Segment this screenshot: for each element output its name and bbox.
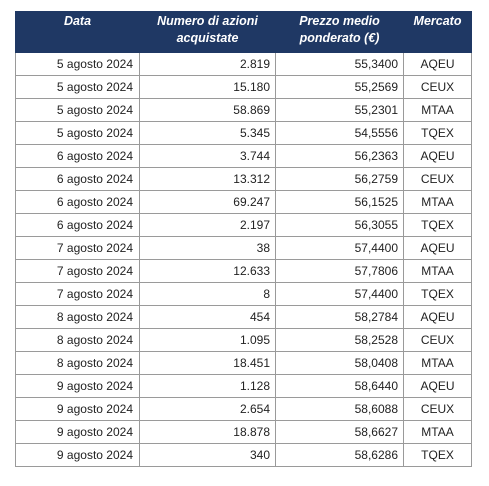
cell-price: 58,2528 <box>275 328 404 352</box>
cell-price: 58,2784 <box>275 305 404 329</box>
cell-date: 7 agosto 2024 <box>15 236 140 260</box>
cell-price: 54,5556 <box>275 121 404 145</box>
header-shares: Numero di azioni acquistate <box>139 11 276 53</box>
cell-shares: 18.878 <box>139 420 276 444</box>
cell-market: AQEU <box>403 305 472 329</box>
cell-market: MTAA <box>403 420 472 444</box>
table-row: 7 agosto 2024 8 57,4400 TQEX <box>15 282 472 306</box>
cell-price: 58,6627 <box>275 420 404 444</box>
header-date: Data <box>15 11 140 53</box>
cell-shares: 1.095 <box>139 328 276 352</box>
cell-market: MTAA <box>403 190 472 214</box>
cell-market: AQEU <box>403 52 472 76</box>
cell-date: 9 agosto 2024 <box>15 397 140 421</box>
table-row: 5 agosto 2024 58.869 55,2301 MTAA <box>15 98 472 122</box>
cell-date: 8 agosto 2024 <box>15 328 140 352</box>
cell-shares: 1.128 <box>139 374 276 398</box>
table-body: 5 agosto 2024 2.819 55,3400 AQEU 5 agosto 20… <box>15 52 472 467</box>
cell-market: CEUX <box>403 167 472 191</box>
cell-price: 56,1525 <box>275 190 404 214</box>
header-row: Data Numero di azioni acquistate Prezzo … <box>15 11 472 53</box>
table-row: 5 agosto 2024 5.345 54,5556 TQEX <box>15 121 472 145</box>
cell-price: 56,2363 <box>275 144 404 168</box>
cell-date: 5 agosto 2024 <box>15 52 140 76</box>
share-purchases-table: Data Numero di azioni acquistate Prezzo … <box>15 11 472 467</box>
table-row: 7 agosto 2024 12.633 57,7806 MTAA <box>15 259 472 283</box>
table-row: 8 agosto 2024 18.451 58,0408 MTAA <box>15 351 472 375</box>
cell-shares: 2.197 <box>139 213 276 237</box>
cell-shares: 15.180 <box>139 75 276 99</box>
cell-date: 7 agosto 2024 <box>15 282 140 306</box>
table-row: 6 agosto 2024 13.312 56,2759 CEUX <box>15 167 472 191</box>
cell-shares: 3.744 <box>139 144 276 168</box>
cell-date: 6 agosto 2024 <box>15 213 140 237</box>
header-market: Mercato <box>403 11 472 53</box>
cell-price: 56,2759 <box>275 167 404 191</box>
cell-date: 5 agosto 2024 <box>15 121 140 145</box>
cell-shares: 18.451 <box>139 351 276 375</box>
table-row: 9 agosto 2024 2.654 58,6088 CEUX <box>15 397 472 421</box>
cell-shares: 2.654 <box>139 397 276 421</box>
cell-date: 5 agosto 2024 <box>15 98 140 122</box>
cell-shares: 340 <box>139 443 276 467</box>
cell-market: AQEU <box>403 374 472 398</box>
cell-price: 55,3400 <box>275 52 404 76</box>
cell-market: AQEU <box>403 144 472 168</box>
cell-price: 58,6286 <box>275 443 404 467</box>
cell-price: 56,3055 <box>275 213 404 237</box>
cell-market: CEUX <box>403 328 472 352</box>
table-row: 9 agosto 2024 18.878 58,6627 MTAA <box>15 420 472 444</box>
cell-price: 57,4400 <box>275 236 404 260</box>
cell-market: TQEX <box>403 121 472 145</box>
buyback-table-container: Data Numero di azioni acquistate Prezzo … <box>15 11 472 467</box>
table-row: 6 agosto 2024 69.247 56,1525 MTAA <box>15 190 472 214</box>
cell-date: 9 agosto 2024 <box>15 374 140 398</box>
cell-price: 58,0408 <box>275 351 404 375</box>
cell-market: MTAA <box>403 259 472 283</box>
cell-market: MTAA <box>403 351 472 375</box>
cell-market: TQEX <box>403 443 472 467</box>
cell-date: 6 agosto 2024 <box>15 167 140 191</box>
cell-shares: 5.345 <box>139 121 276 145</box>
cell-date: 8 agosto 2024 <box>15 305 140 329</box>
table-row: 9 agosto 2024 1.128 58,6440 AQEU <box>15 374 472 398</box>
cell-price: 55,2569 <box>275 75 404 99</box>
table-row: 8 agosto 2024 1.095 58,2528 CEUX <box>15 328 472 352</box>
cell-shares: 454 <box>139 305 276 329</box>
cell-market: AQEU <box>403 236 472 260</box>
cell-shares: 38 <box>139 236 276 260</box>
table-row: 9 agosto 2024 340 58,6286 TQEX <box>15 443 472 467</box>
cell-price: 57,4400 <box>275 282 404 306</box>
table-row: 7 agosto 2024 38 57,4400 AQEU <box>15 236 472 260</box>
cell-shares: 8 <box>139 282 276 306</box>
cell-shares: 2.819 <box>139 52 276 76</box>
cell-shares: 12.633 <box>139 259 276 283</box>
table-row: 5 agosto 2024 2.819 55,3400 AQEU <box>15 52 472 76</box>
cell-price: 55,2301 <box>275 98 404 122</box>
cell-market: TQEX <box>403 213 472 237</box>
cell-date: 9 agosto 2024 <box>15 420 140 444</box>
cell-shares: 58.869 <box>139 98 276 122</box>
cell-market: MTAA <box>403 98 472 122</box>
cell-date: 8 agosto 2024 <box>15 351 140 375</box>
cell-market: CEUX <box>403 75 472 99</box>
header-price: Prezzo medio ponderato (€) <box>275 11 404 53</box>
cell-date: 7 agosto 2024 <box>15 259 140 283</box>
cell-price: 58,6088 <box>275 397 404 421</box>
cell-shares: 13.312 <box>139 167 276 191</box>
cell-date: 6 agosto 2024 <box>15 144 140 168</box>
table-row: 5 agosto 2024 15.180 55,2569 CEUX <box>15 75 472 99</box>
cell-price: 58,6440 <box>275 374 404 398</box>
table-row: 6 agosto 2024 2.197 56,3055 TQEX <box>15 213 472 237</box>
cell-price: 57,7806 <box>275 259 404 283</box>
table-header: Data Numero di azioni acquistate Prezzo … <box>15 11 472 53</box>
table-row: 6 agosto 2024 3.744 56,2363 AQEU <box>15 144 472 168</box>
cell-shares: 69.247 <box>139 190 276 214</box>
cell-market: CEUX <box>403 397 472 421</box>
cell-date: 5 agosto 2024 <box>15 75 140 99</box>
table-row: 8 agosto 2024 454 58,2784 AQEU <box>15 305 472 329</box>
cell-date: 6 agosto 2024 <box>15 190 140 214</box>
cell-market: TQEX <box>403 282 472 306</box>
cell-date: 9 agosto 2024 <box>15 443 140 467</box>
